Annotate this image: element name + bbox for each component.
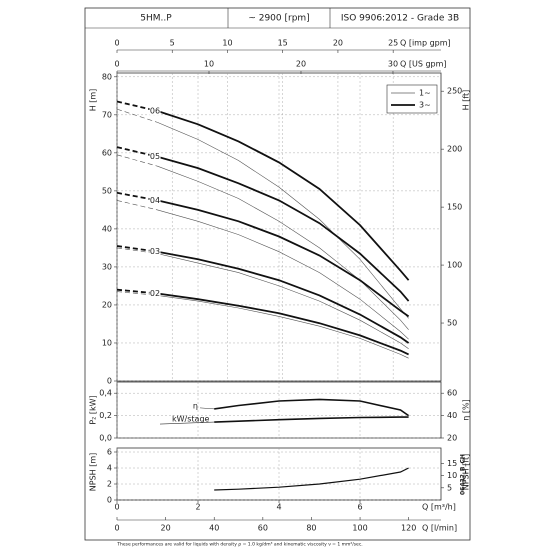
x-tick-label: 20 — [296, 60, 306, 69]
y-tick-label: 0 — [107, 377, 112, 386]
x-tick-label: 20 — [333, 39, 343, 48]
y-tick-label: 50 — [102, 186, 112, 195]
y-tick-label: 6 — [107, 448, 112, 457]
axis-title: Q [US gpm] — [400, 60, 447, 69]
curve — [157, 295, 409, 359]
axis-title: η [%] — [462, 399, 471, 420]
axis-title: Q [l/min] — [422, 524, 457, 533]
axis-title: Q [m³/h] — [422, 503, 456, 512]
y-tick-label: 250 — [447, 87, 462, 96]
y-tick-label: 40 — [447, 411, 457, 420]
curve — [157, 122, 409, 319]
stage-label-bg — [149, 152, 161, 161]
y-tick-label: 20 — [102, 300, 112, 309]
curve — [157, 155, 410, 302]
stage-label-bg — [149, 107, 161, 116]
y-tick-label: 10 — [447, 471, 457, 480]
leader-line — [159, 421, 215, 425]
x-tick-label: 40 — [209, 524, 219, 533]
footnote: These performances are valid for liquids… — [116, 542, 362, 548]
stage-label: 05 — [150, 152, 160, 161]
axis-title: NPSH [m] — [89, 453, 98, 491]
y-tick-label: 4 — [107, 464, 112, 473]
y-tick-label: 0,2 — [99, 411, 112, 420]
x-tick-label: 10 — [222, 39, 232, 48]
y-tick-label: 150 — [447, 203, 462, 212]
y-tick-label: 40 — [102, 224, 112, 233]
y-tick-label: 30 — [102, 262, 112, 271]
y-tick-label: 20 — [447, 434, 457, 443]
x-tick-label: 30 — [388, 60, 398, 69]
stage-label: 03 — [150, 247, 160, 256]
y-tick-label: 2 — [107, 480, 112, 489]
legend-label: 1~ — [419, 89, 431, 98]
curve — [157, 110, 410, 281]
curve — [157, 292, 409, 356]
axis-title: Q [imp gpm] — [400, 39, 451, 48]
x-tick-label: 25 — [388, 39, 398, 48]
axis-title: NPSH [ft] — [462, 454, 471, 491]
y-tick-label: 15 — [447, 459, 457, 468]
x-tick-label: 20 — [161, 524, 171, 533]
curve-label: η — [193, 401, 198, 410]
header-speed: ~ 2900 [rpm] — [248, 14, 309, 24]
curve-dashed — [116, 108, 158, 123]
x-tick-label: 15 — [278, 39, 288, 48]
y-tick-label: 60 — [102, 148, 112, 157]
x-tick-label: 2 — [195, 503, 200, 512]
npsh-curve — [214, 467, 409, 491]
x-tick-label: 80 — [306, 524, 316, 533]
drawing-code: 06432_B_CH — [460, 454, 467, 495]
y-tick-label: 200 — [447, 145, 462, 154]
y-tick-label: 70 — [102, 110, 112, 119]
x-tick-label: 0 — [114, 39, 119, 48]
x-tick-label: 0 — [114, 503, 119, 512]
x-tick-label: 6 — [357, 503, 362, 512]
curve — [157, 209, 409, 340]
curve — [157, 250, 410, 344]
y-tick-label: 50 — [447, 319, 457, 328]
curve — [157, 165, 409, 330]
y-tick-label: 0 — [107, 496, 112, 505]
curve-dashed — [116, 200, 158, 211]
y-tick-label: 80 — [102, 72, 112, 81]
stage-label-bg — [149, 247, 161, 256]
y-tick-label: 0,0 — [99, 434, 112, 443]
efficiency-curve — [214, 398, 410, 417]
x-tick-label: 100 — [352, 524, 367, 533]
x-tick-label: 60 — [258, 524, 268, 533]
y-tick-label: 10 — [102, 338, 112, 347]
legend-box — [386, 84, 438, 114]
axis-title: P₂ [kW] — [89, 395, 98, 424]
x-tick-label: 0 — [114, 524, 119, 533]
curve-dashed — [116, 154, 158, 167]
x-tick-label: 0 — [114, 60, 119, 69]
curve-label: kW/stage — [172, 415, 210, 424]
curve — [157, 253, 409, 349]
y-tick-label: 5 — [447, 483, 452, 492]
y-tick-label: 100 — [447, 261, 462, 270]
header-model: 5HM..P — [140, 14, 172, 24]
x-tick-label: 4 — [276, 503, 281, 512]
axis-title: H [ft] — [462, 90, 471, 111]
axis-title: H [m] — [89, 89, 98, 112]
legend-label: 3~ — [419, 101, 431, 110]
y-tick-label: 0,4 — [99, 389, 112, 398]
x-tick-label: 5 — [170, 39, 175, 48]
leader-line — [199, 407, 215, 410]
header-standard: ISO 9906:2012 - Grade 3B — [341, 14, 459, 24]
y-tick-label: 60 — [447, 389, 457, 398]
x-tick-label: 120 — [401, 524, 416, 533]
curve — [157, 199, 410, 318]
stage-label: 04 — [150, 196, 160, 205]
stage-label: 06 — [150, 107, 160, 116]
stage-label-bg — [149, 289, 161, 298]
x-tick-label: 10 — [204, 60, 214, 69]
outer-frame — [84, 7, 471, 541]
stage-label-bg — [149, 196, 161, 205]
stage-label: 02 — [150, 289, 160, 298]
power-curve — [214, 416, 409, 423]
